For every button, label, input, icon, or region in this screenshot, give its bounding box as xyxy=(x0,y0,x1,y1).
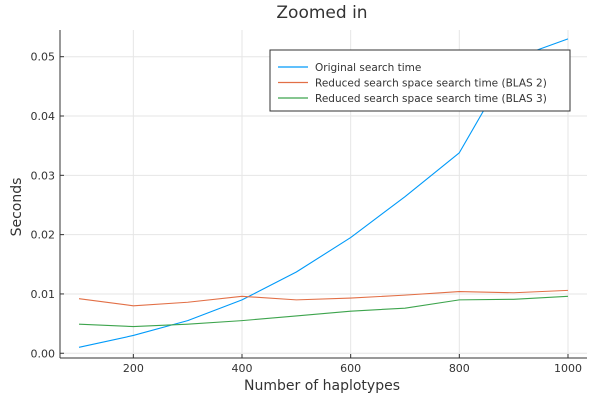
y-tick-label: 0.04 xyxy=(31,110,56,123)
legend: Original search time Reduced search space… xyxy=(269,49,571,112)
y-tick-label: 0.02 xyxy=(31,229,56,242)
legend-box xyxy=(269,49,571,112)
chart-title: Zoomed in xyxy=(276,3,367,23)
legend-label: Reduced search space search time (BLAS 3… xyxy=(315,93,547,105)
y-axis-label: Seconds xyxy=(9,178,25,237)
x-tick-label: 400 xyxy=(232,362,253,375)
legend-label: Reduced search space search time (BLAS 2… xyxy=(315,78,547,90)
series-line-2 xyxy=(78,289,569,307)
x-tick-label: 1000 xyxy=(554,362,582,375)
y-tick-label: 0.01 xyxy=(31,288,56,301)
axes: 200 400 600 800 1000 0.00 0.01 0.02 0.03 0.04 0.05 xyxy=(31,30,587,375)
series-line-3 xyxy=(78,295,569,328)
legend-label: Original search time xyxy=(315,62,421,74)
x-tick-label: 200 xyxy=(123,362,144,375)
y-tick-label: 0.00 xyxy=(31,347,56,360)
x-tick-label: 600 xyxy=(340,362,361,375)
y-tick-label: 0.03 xyxy=(31,169,56,182)
y-tick-label: 0.05 xyxy=(31,51,56,64)
x-axis-label: Number of haplotypes xyxy=(244,378,400,394)
x-tick-label: 800 xyxy=(449,362,470,375)
